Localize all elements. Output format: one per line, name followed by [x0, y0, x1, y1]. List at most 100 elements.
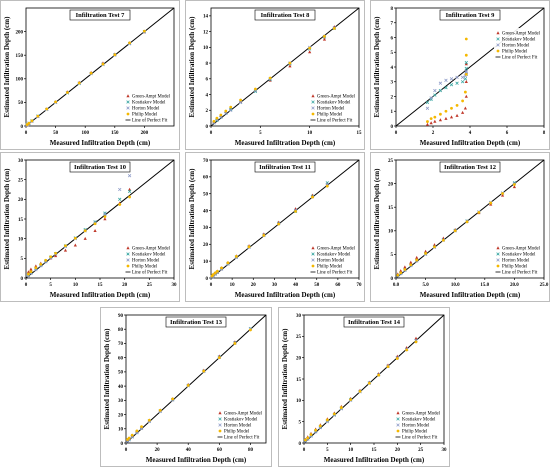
y-tick-label: 2 — [391, 95, 394, 100]
y-tick-label: 50 — [203, 193, 209, 198]
data-point-2 — [429, 96, 433, 100]
x-tick-label: 0 — [210, 283, 213, 288]
chart-title: Infiltration Test 12 — [444, 164, 496, 171]
x-tick-label: 20 — [251, 283, 257, 288]
data-point-2 — [118, 187, 122, 192]
y-tick-label: 60 — [203, 176, 209, 181]
legend-label: Kostiakov Model — [402, 418, 436, 423]
data-point-3 — [44, 258, 48, 262]
data-point-3 — [464, 72, 468, 76]
y-tick-label: 20 — [118, 413, 124, 418]
data-point-3 — [118, 203, 122, 206]
data-point-3 — [294, 210, 297, 213]
x-tick-label: 0.0 — [393, 283, 400, 288]
data-point-3 — [415, 258, 419, 262]
legend-box — [309, 91, 357, 124]
data-point-0 — [424, 249, 428, 253]
data-point-3 — [277, 222, 281, 226]
legend-label: Green-Ampt Model — [132, 247, 171, 252]
y-tick-label: 15 — [388, 206, 394, 211]
legend-marker — [396, 423, 400, 427]
legend-label: Green-Ampt Model — [502, 247, 541, 252]
x-tick-label: 10 — [348, 448, 354, 453]
x-axis-label: Measured Infiltration Depth (cm) — [235, 139, 336, 147]
y-tick-label: 0 — [21, 277, 24, 282]
data-point-3 — [211, 273, 215, 277]
x-tick-label: 25 — [147, 283, 153, 288]
legend-marker — [218, 411, 222, 415]
y-tick-label: 200 — [16, 30, 24, 35]
legend-marker — [218, 429, 222, 433]
data-point-3 — [213, 271, 217, 275]
data-point-3 — [39, 262, 43, 266]
data-point-1 — [215, 118, 219, 123]
data-point-3 — [433, 115, 437, 119]
data-point-1 — [229, 107, 233, 112]
data-point-3 — [247, 245, 251, 249]
data-point-3 — [83, 229, 87, 233]
data-point-0 — [414, 336, 418, 340]
chart-panel: 0 5 10 15 0 2 4 6 8 10 12 14 Measured Infiltration D… — [185, 0, 365, 150]
data-point-3 — [429, 117, 433, 121]
legend-marker — [126, 246, 130, 250]
y-tick-label: 40 — [203, 209, 209, 214]
x-tick-label: 60 — [217, 448, 223, 453]
data-point-3 — [128, 41, 132, 45]
legend-marker — [218, 423, 222, 427]
x-tick-label: 30 — [442, 448, 448, 453]
y-axis-label: Estimated Infiltration Depth (cm) — [373, 16, 381, 118]
y-tick-label: 0 — [299, 442, 302, 447]
data-point-2 — [425, 106, 430, 110]
data-point-0 — [409, 260, 413, 264]
data-point-3 — [215, 116, 219, 120]
title-box — [69, 161, 131, 173]
plot-area — [395, 159, 545, 279]
x-tick-label: 4 — [469, 131, 472, 136]
data-point-0 — [429, 121, 433, 125]
legend-marker — [311, 100, 315, 104]
y-tick-label: 20 — [203, 243, 209, 248]
legend-marker — [126, 264, 130, 268]
data-point-0 — [512, 185, 516, 189]
data-point-3 — [54, 251, 57, 255]
legend-marker — [496, 49, 500, 53]
x-tick-label: 15 — [98, 283, 104, 288]
data-point-3 — [249, 328, 252, 332]
legend-box — [124, 243, 172, 276]
data-point-1 — [253, 89, 258, 94]
data-point-1 — [463, 77, 468, 81]
x-tick-label: 0 — [395, 131, 398, 136]
x-axis-label: Measured Infiltration Depth (cm) — [146, 456, 247, 464]
data-point-0 — [128, 187, 132, 191]
title-box — [165, 316, 227, 328]
y-tick-label: 15 — [18, 218, 24, 223]
legend-label: Green-Ampt Model — [317, 95, 356, 100]
data-point-3 — [27, 272, 30, 276]
perfect-fit-line — [395, 159, 545, 279]
data-point-1 — [425, 100, 430, 105]
legend-label: Philip Model — [224, 430, 250, 435]
y-axis-label: Estimated Infiltration Depth (cm) — [3, 16, 11, 118]
data-point-3 — [171, 397, 175, 401]
data-point-3 — [450, 106, 453, 110]
data-point-3 — [66, 91, 69, 94]
y-axis-label: Estimated Infiltration Depth (cm) — [103, 328, 111, 430]
legend-box — [494, 28, 542, 61]
data-point-0 — [83, 236, 87, 240]
y-tick-label: 50 — [18, 101, 24, 106]
data-point-2 — [449, 77, 454, 81]
data-point-3 — [220, 266, 223, 270]
x-tick-label: 0 — [25, 283, 28, 288]
chart-panel: 0 20 40 60 80 0 10 20 30 40 50 60 70 80 90 Measured Inf… — [100, 307, 272, 467]
legend-label: Line of Perfect Fit — [502, 56, 538, 61]
legend-label: Line of Perfect Fit — [502, 271, 538, 276]
legend-label: Green-Ampt Model — [132, 95, 171, 100]
x-tick-label: 6 — [506, 131, 509, 136]
y-axis-label: Estimated Infiltration Depth (cm) — [373, 168, 381, 270]
data-point-3 — [147, 418, 151, 422]
data-point-3 — [349, 398, 353, 401]
x-tick-label: 2 — [432, 131, 435, 136]
legend-label: Line of Perfect Fit — [317, 271, 353, 276]
legend-marker — [311, 112, 315, 116]
y-tick-label: 0 — [391, 125, 394, 130]
